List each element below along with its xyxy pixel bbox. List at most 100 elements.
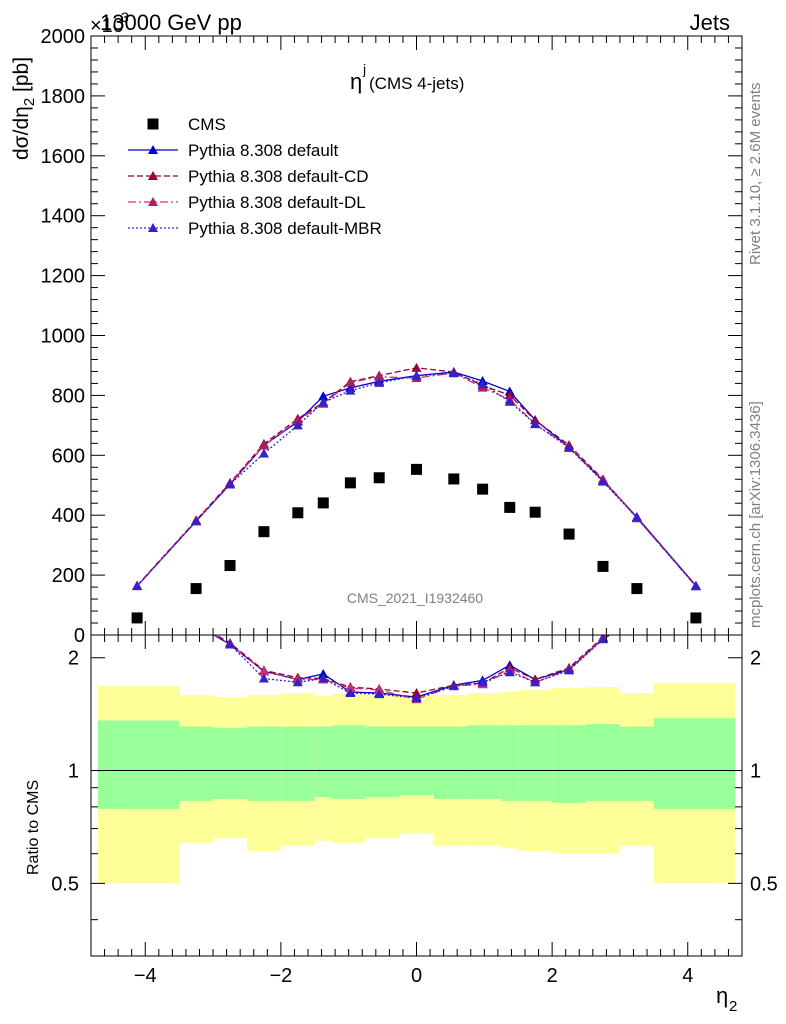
ratio-point bbox=[411, 688, 422, 698]
ratio-tick-label-right: 0.5 bbox=[750, 873, 778, 895]
main-plot-area bbox=[131, 362, 702, 624]
main-title-sup: j bbox=[362, 61, 366, 77]
data-point-cms bbox=[597, 560, 609, 572]
band-inner bbox=[314, 726, 332, 798]
band-inner bbox=[97, 720, 180, 809]
axes-group: 0 200 400 600 800 1000 1200 1400 1600 1800 2000 −4 −… bbox=[41, 26, 778, 987]
y-multiplier-exponent: 3 bbox=[121, 9, 129, 25]
data-point-cms bbox=[373, 472, 385, 484]
rivet-label: Rivet 3.1.10, ≥ 2.6M events bbox=[747, 83, 764, 266]
ratio-series-group bbox=[132, 593, 701, 704]
legend-marker-mc bbox=[148, 197, 158, 206]
band-inner bbox=[331, 725, 366, 799]
header-energy: 13000 GeV pp bbox=[100, 10, 242, 35]
ratio-point bbox=[258, 666, 269, 676]
mcplots-label-text: mcplots.cern.ch [arXiv:1306.3436] bbox=[747, 401, 764, 628]
ratio-point bbox=[318, 673, 329, 683]
data-point-mc bbox=[374, 371, 385, 381]
ratio-point bbox=[132, 593, 142, 602]
y-tick-label: 1800 bbox=[41, 86, 86, 108]
x-axis-label: η bbox=[716, 983, 728, 1008]
data-point-mc bbox=[318, 391, 329, 401]
band-inner bbox=[467, 725, 502, 799]
data-point-cms bbox=[631, 583, 643, 595]
ratio-point bbox=[632, 614, 642, 623]
ratio-point bbox=[564, 665, 575, 675]
data-point-cms bbox=[344, 477, 356, 489]
band-inner bbox=[619, 726, 654, 801]
band-inner bbox=[213, 727, 247, 799]
analysis-watermark: CMS_2021_I1932460 bbox=[347, 590, 483, 606]
ratio-point bbox=[318, 668, 329, 678]
ratio-point bbox=[258, 673, 269, 683]
ratio-point bbox=[345, 688, 356, 698]
band-inner bbox=[365, 726, 400, 798]
ratio-point bbox=[191, 618, 201, 627]
data-point-mc bbox=[258, 448, 269, 458]
ratio-tick-label-left: 0.5 bbox=[51, 873, 79, 895]
data-point-cms bbox=[292, 507, 304, 519]
series-line bbox=[136, 372, 697, 587]
data-point-mc bbox=[448, 368, 459, 378]
main-series-group bbox=[131, 362, 702, 624]
ratio-point bbox=[191, 620, 201, 629]
data-point-cms bbox=[504, 501, 516, 513]
x-tick-label: 2 bbox=[547, 965, 558, 987]
ratio-tick-label-left: 2 bbox=[68, 648, 79, 670]
data-point-cms bbox=[190, 583, 202, 595]
y-tick-label: 400 bbox=[52, 505, 85, 527]
mcplots-label: mcplots.cern.ch [arXiv:1306.3436] bbox=[747, 401, 764, 628]
data-point-mc bbox=[411, 362, 422, 372]
ratio-point bbox=[691, 593, 701, 602]
x-tick-label: 0 bbox=[411, 965, 422, 987]
data-point-mc bbox=[631, 512, 642, 522]
x-tick-label: −2 bbox=[269, 965, 292, 987]
data-point-mc bbox=[597, 476, 608, 486]
ratio-ylabel: Ratio to CMS bbox=[25, 780, 42, 875]
ratio-point bbox=[132, 593, 142, 602]
legend-marker-mc bbox=[148, 171, 158, 180]
ratio-point bbox=[132, 593, 142, 602]
legend-label: Pythia 8.308 default-MBR bbox=[188, 219, 382, 238]
series-line bbox=[136, 371, 697, 587]
legend-marker-mc bbox=[148, 145, 158, 154]
data-point-mc bbox=[345, 385, 356, 395]
legend-label: Pythia 8.308 default-DL bbox=[188, 193, 366, 212]
main-ylabel: dσ/dη2 [pb] bbox=[10, 57, 38, 160]
data-point-cms bbox=[224, 560, 236, 572]
band-inner bbox=[246, 726, 281, 801]
ratio-tick-label-right: 1 bbox=[750, 761, 761, 783]
header-category: Jets bbox=[690, 10, 730, 35]
y-tick-label: 200 bbox=[52, 565, 85, 587]
ratio-point bbox=[632, 615, 642, 624]
x-tick-label: 4 bbox=[682, 965, 693, 987]
data-point-mc bbox=[292, 420, 303, 430]
main-title-eta: η bbox=[350, 69, 362, 94]
legend: CMS Pythia 8.308 default Pythia 8.308 defa… bbox=[128, 115, 382, 238]
ratio-tick-label-right: 2 bbox=[750, 648, 761, 670]
y-tick-label: 0 bbox=[74, 625, 85, 647]
data-point-mc bbox=[411, 370, 422, 380]
ratio-point bbox=[345, 683, 356, 693]
data-point-mc bbox=[504, 396, 515, 406]
data-point-cms bbox=[529, 506, 541, 518]
x-axis-label-sub: 2 bbox=[729, 998, 737, 1015]
ratio-point bbox=[691, 595, 701, 604]
band-inner bbox=[518, 725, 553, 801]
ratio-point bbox=[191, 620, 201, 629]
band-inner bbox=[433, 726, 468, 799]
ratio-line bbox=[213, 635, 610, 700]
legend-marker-cms bbox=[147, 118, 159, 130]
data-point-mc bbox=[345, 377, 356, 387]
data-point-cms bbox=[690, 612, 702, 624]
band-inner bbox=[280, 726, 315, 801]
ratio-point bbox=[632, 615, 642, 624]
y-tick-label: 1600 bbox=[41, 146, 86, 168]
y-tick-label: 1200 bbox=[41, 266, 86, 288]
band-inner bbox=[586, 724, 620, 801]
ratio-point bbox=[530, 677, 541, 687]
ratio-point bbox=[691, 595, 701, 604]
data-point-mc bbox=[690, 581, 701, 591]
data-point-mc bbox=[318, 397, 329, 407]
data-point-mc bbox=[530, 419, 541, 429]
